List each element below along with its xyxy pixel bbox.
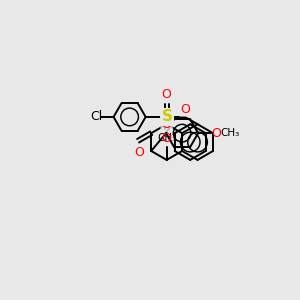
Text: O: O (162, 118, 172, 131)
Text: O: O (212, 127, 221, 140)
Text: S: S (162, 110, 172, 124)
Text: Cl: Cl (90, 110, 102, 123)
Text: CH₃: CH₃ (157, 133, 176, 142)
Text: O: O (161, 132, 171, 146)
Text: O: O (161, 88, 171, 101)
Text: O: O (134, 146, 144, 159)
Text: CH₃: CH₃ (220, 128, 240, 138)
Text: O: O (180, 103, 190, 116)
